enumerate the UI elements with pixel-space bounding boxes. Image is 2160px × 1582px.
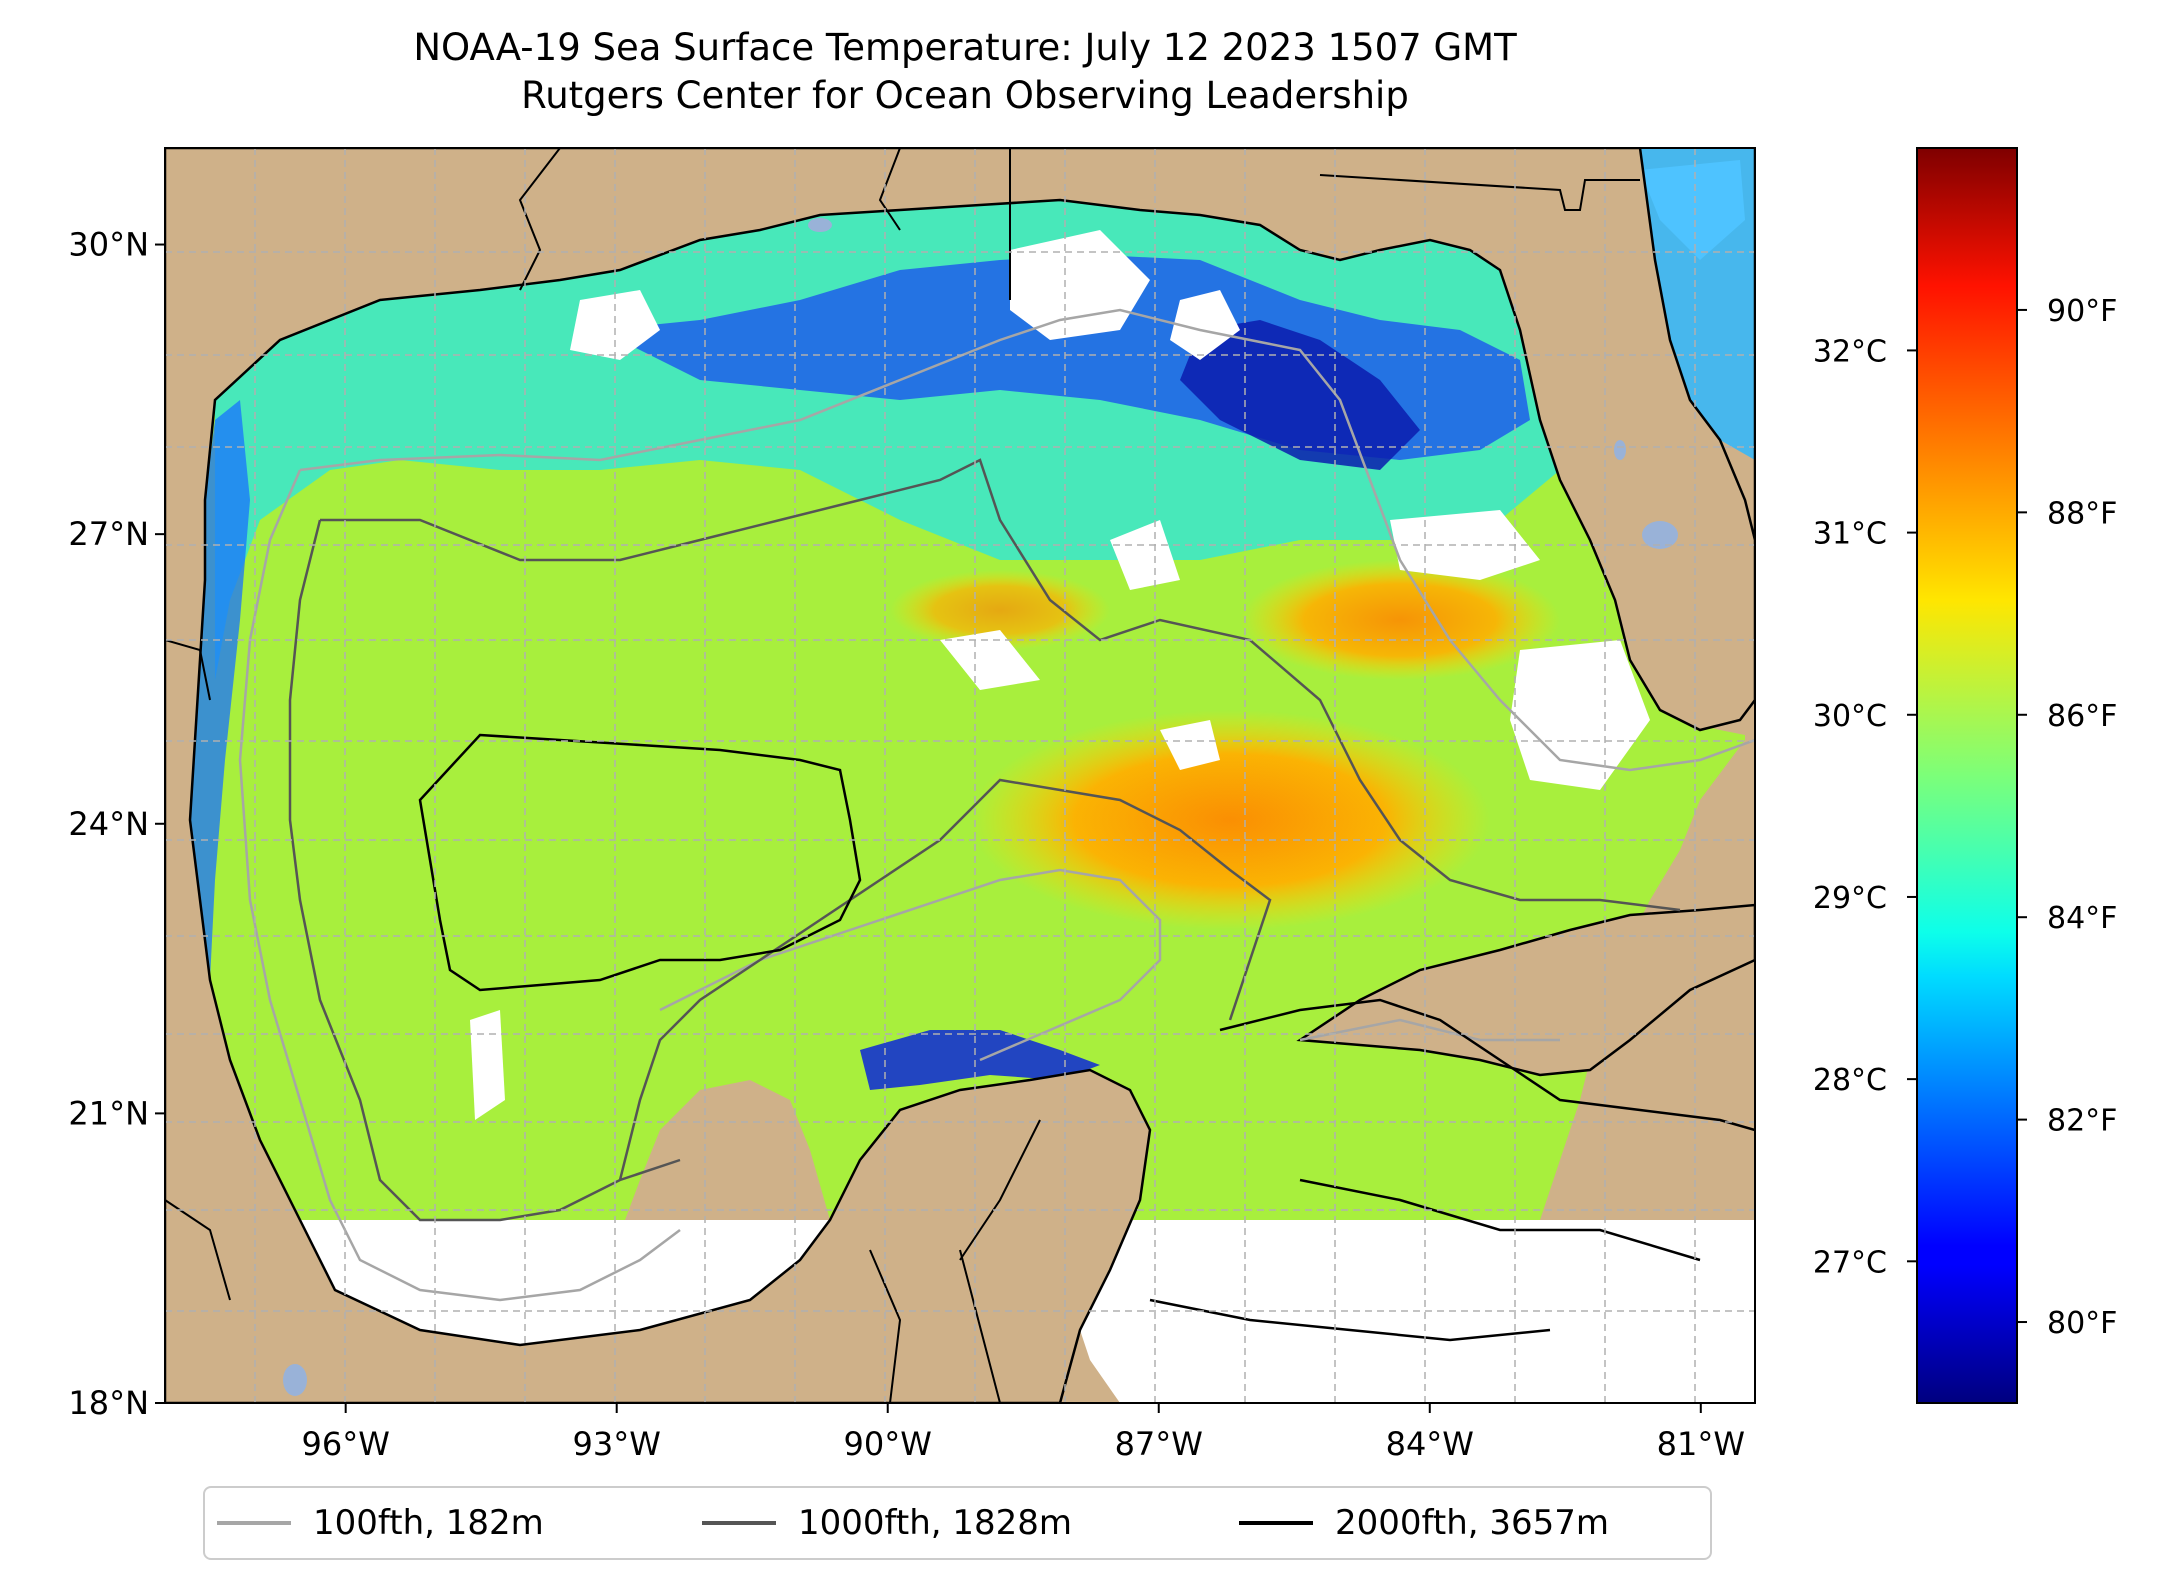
lat-tick-label: 18°N — [68, 1384, 149, 1422]
cb-f-tick-label: 82°F — [2047, 1104, 2117, 1139]
legend-item-2000fth: 2000fth, 3657m — [1239, 1488, 1609, 1558]
lon-tick-label: 87°W — [1115, 1425, 1203, 1463]
legend-label-100fth: 100fth, 182m — [313, 1503, 544, 1543]
central-warm-patch — [890, 570, 1110, 650]
lakes — [283, 218, 1678, 1396]
legend-label-2000fth: 2000fth, 3657m — [1335, 1503, 1610, 1543]
no-data-region-caribbean — [1070, 1220, 1755, 1403]
cb-f-tick-label: 84°F — [2047, 901, 2117, 936]
legend-item-1000fth: 1000fth, 1828m — [702, 1488, 1072, 1558]
contour-2000fth — [418, 733, 1755, 1342]
legend-label-1000fth: 1000fth, 1828m — [798, 1503, 1073, 1543]
cb-f-tick-label: 88°F — [2047, 496, 2117, 531]
latitude-axis: 30°N 27°N 24°N 21°N 18°N — [68, 226, 165, 1422]
cb-f-tick-label: 86°F — [2047, 699, 2117, 734]
legend-swatch-1000fth — [702, 1521, 776, 1525]
gridlines — [165, 148, 1755, 1403]
cb-c-tick-label: 29°C — [1813, 881, 1887, 916]
legend-swatch-2000fth — [1239, 1521, 1313, 1525]
lon-tick-label: 93°W — [573, 1425, 661, 1463]
map-frame — [164, 147, 1756, 1404]
map-subtitle: Rutgers Center for Ocean Observing Leade… — [521, 74, 1409, 117]
cb-c-tick-label: 28°C — [1813, 1063, 1887, 1098]
lon-tick-label: 96°W — [302, 1425, 390, 1463]
contour-100fth — [238, 308, 1755, 1302]
cb-c-tick-label: 32°C — [1813, 334, 1887, 369]
eastern-warm-water — [970, 710, 1490, 930]
colorbar-celsius-axis: 27°C 28°C 29°C 30°C 31°C 32°C — [1813, 334, 1917, 1280]
cb-c-tick-label: 31°C — [1813, 517, 1887, 552]
legend-item-100fth: 100fth, 182m — [217, 1488, 544, 1558]
colorbar — [1916, 147, 2018, 1404]
longitude-axis: 96°W 93°W 90°W 87°W 84°W 81°W — [302, 1403, 1745, 1463]
map-area — [165, 148, 1755, 1403]
lon-tick-label: 90°W — [844, 1425, 932, 1463]
colorbar-fahrenheit-axis: 80°F 82°F 84°F 86°F 88°F 90°F — [2017, 294, 2117, 1341]
contour-1000fth — [288, 458, 1681, 1222]
cb-c-tick-label: 30°C — [1813, 699, 1887, 734]
atlantic-strip — [1640, 148, 1755, 460]
contour-legend: 100fth, 182m 1000fth, 1828m 2000fth, 365… — [203, 1486, 1712, 1560]
big-bend-cold-water — [1180, 320, 1420, 470]
lat-tick-label: 24°N — [68, 805, 149, 843]
cb-f-tick-label: 90°F — [2047, 294, 2117, 329]
florida-shelf-warm-water — [1240, 560, 1560, 680]
lat-tick-label: 21°N — [68, 1094, 149, 1132]
legend-swatch-100fth — [217, 1521, 291, 1525]
bathymetry-contours — [238, 308, 1755, 1342]
cb-c-tick-label: 27°C — [1813, 1245, 1887, 1280]
cb-f-tick-label: 80°F — [2047, 1306, 2117, 1341]
lon-tick-label: 81°W — [1657, 1425, 1745, 1463]
lat-tick-label: 30°N — [68, 226, 149, 264]
map-title: NOAA-19 Sea Surface Temperature: July 12… — [413, 26, 1517, 69]
land-masses — [165, 148, 1755, 1403]
borders — [165, 148, 1640, 1403]
lat-tick-label: 27°N — [68, 515, 149, 553]
lon-tick-label: 84°W — [1386, 1425, 1474, 1463]
